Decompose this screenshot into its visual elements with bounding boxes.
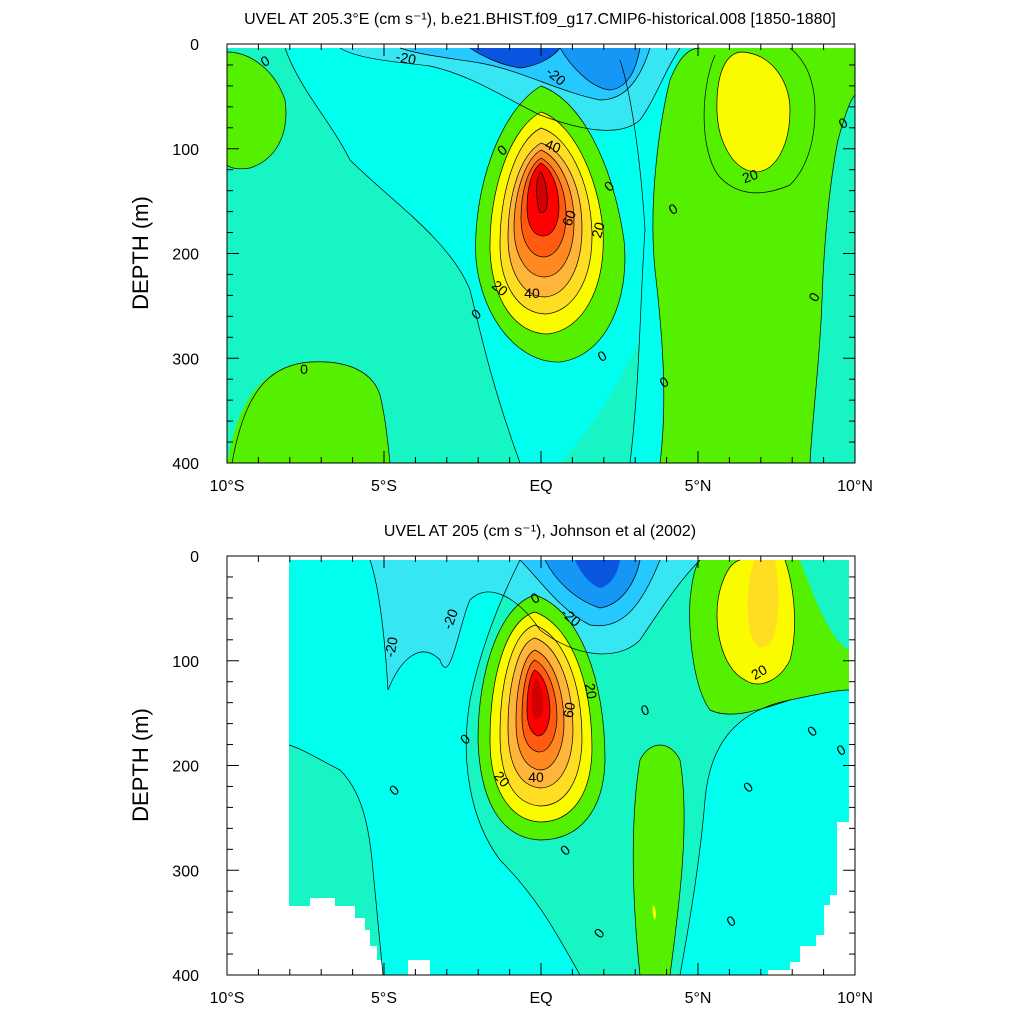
panel1-contour-mid-0: [284, 47, 521, 463]
panel2-clabel: -20: [439, 607, 461, 632]
y-tick-label: 100: [172, 654, 199, 671]
panel1-contour-east-0: [652, 47, 701, 463]
panel1-region-necc-core-top: [716, 52, 790, 172]
panel1-ylabel: DEPTH (m): [128, 196, 153, 310]
panel1-contour-far-east-0: [809, 94, 855, 463]
panel2-ylabel: DEPTH (m): [128, 708, 153, 822]
panel2-clabel: 60: [560, 701, 578, 719]
x-tick-label: EQ: [529, 990, 552, 1007]
panel1-contour-euc-50: [513, 149, 575, 278]
panel1-contour-field: [227, 44, 855, 463]
panel2-region-cyan-east: [680, 690, 849, 975]
panel1-contour-necc-20: [716, 51, 791, 173]
x-tick-label: 5°S: [371, 478, 397, 495]
panel2-contour-east-0: [679, 699, 791, 975]
panel2-region-cyan: [289, 560, 580, 975]
x-tick-label: 10°S: [210, 478, 245, 495]
panel2-contour-west-0b: [288, 744, 384, 975]
panel1-clabel: 20: [588, 220, 608, 239]
panel1-contour-necc-0: [703, 47, 816, 194]
panel2-ticks: 10°S 5°S EQ 5°N 10°N 0 100 200 300 400: [172, 549, 873, 1007]
x-tick-label: 5°N: [685, 990, 712, 1007]
panel2-contour-field: [288, 559, 850, 975]
panel2-contour-neg20: [519, 559, 661, 627]
x-tick-label: 10°N: [837, 478, 873, 495]
panel2-contour-euc-30: [499, 624, 583, 807]
y-tick-label: 200: [172, 759, 199, 776]
y-tick-label: 0: [190, 37, 199, 54]
panel2-clabel: 20: [748, 661, 770, 683]
panel2-clabel: -20: [381, 635, 400, 658]
panel2-contour-euc-50: [515, 649, 565, 771]
panel1-contour-euc-90: [536, 171, 548, 214]
panel2-contour-west-0: [465, 559, 581, 975]
panel2-contour-neg10: [369, 559, 701, 691]
panel1-clabel: 0: [300, 361, 308, 377]
panel1-contour-euc-0: [475, 85, 626, 363]
panel2-contour-euc-20: [489, 611, 593, 823]
panel1-clabel: 20: [740, 166, 760, 186]
y-tick-label: 300: [172, 351, 199, 368]
x-tick-label: 5°S: [371, 990, 397, 1007]
panel1-contour-neg10: [339, 47, 681, 131]
panel2-region-spot: [652, 905, 657, 920]
panel1-contour-euc-40: [507, 142, 583, 298]
panel2-contour-euc-0: [477, 594, 606, 841]
y-tick-label: 400: [172, 968, 199, 985]
panel2-contour-euc-40: [507, 637, 574, 789]
panel1-clabel: 60: [559, 208, 579, 228]
panel1-region-neg30: [560, 48, 640, 90]
x-tick-label: EQ: [529, 478, 552, 495]
y-tick-label: 200: [172, 247, 199, 264]
y-tick-label: 400: [172, 456, 199, 473]
panel2-contour-euc-60: [521, 659, 558, 753]
panel1-contour-mid-0b: [619, 59, 646, 463]
panel1-contour-euc-70: [526, 162, 560, 237]
panel1-contour-euc-30: [499, 127, 593, 315]
panel2-contour-neg30: [544, 559, 641, 609]
panel-observations: UVEL AT 205 (cm s⁻¹), Johnson et al (200…: [128, 523, 873, 1007]
panel1-contour-euc-60: [520, 157, 567, 258]
x-tick-label: 5°N: [685, 478, 712, 495]
panel2-contour-necc-20: [716, 559, 795, 685]
panel-model: UVEL AT 205.3°E (cm s⁻¹), b.e21.BHIST.f0…: [128, 11, 873, 495]
panel2-region-necc-40: [747, 560, 779, 648]
panel1-contour-west-0: [227, 51, 287, 170]
panel1-contour-neg20: [399, 47, 651, 101]
panel1-contour-southwest-0: [231, 361, 391, 463]
panel1-contour-neg30: [559, 47, 641, 91]
panel1-clabel: 40: [524, 285, 540, 301]
panel2-title: UVEL AT 205 (cm s⁻¹), Johnson et al (200…: [384, 523, 696, 540]
y-tick-label: 300: [172, 863, 199, 880]
panel1-contour-lines: [227, 47, 855, 463]
panel2-contour-necc-0: [689, 559, 850, 715]
panel1-region-euc-90: [536, 172, 548, 213]
panel1-contour-neg40: [469, 47, 561, 69]
panel2-contour-lines: [288, 559, 850, 975]
panel2-region-euc-90: [531, 678, 544, 720]
panel1-clabel: 40: [543, 136, 563, 156]
panel1-region-east-pale: [810, 95, 855, 463]
panel2-contour-mid-0: [632, 744, 685, 975]
panel2-contour-euc-70: [526, 669, 551, 737]
panel1-title: UVEL AT 205.3°E (cm s⁻¹), b.e21.BHIST.f0…: [244, 11, 836, 28]
y-tick-label: 0: [190, 549, 199, 566]
panel2-region-mid-green: [633, 745, 685, 975]
panel2-region-neg40: [575, 560, 620, 588]
panel2-clabel: 40: [528, 769, 544, 785]
panel1-region-pos-southwest: [227, 361, 390, 463]
panel1-region-pos-west: [227, 52, 286, 169]
y-tick-label: 100: [172, 142, 199, 159]
panel1-contour-euc-20: [489, 111, 604, 335]
panel1-region-neg40: [470, 48, 560, 68]
x-tick-label: 10°N: [837, 990, 873, 1007]
panel2-clabel: 20: [582, 682, 600, 700]
x-tick-label: 10°S: [210, 990, 245, 1007]
panel1-clabel: -20: [395, 48, 418, 67]
